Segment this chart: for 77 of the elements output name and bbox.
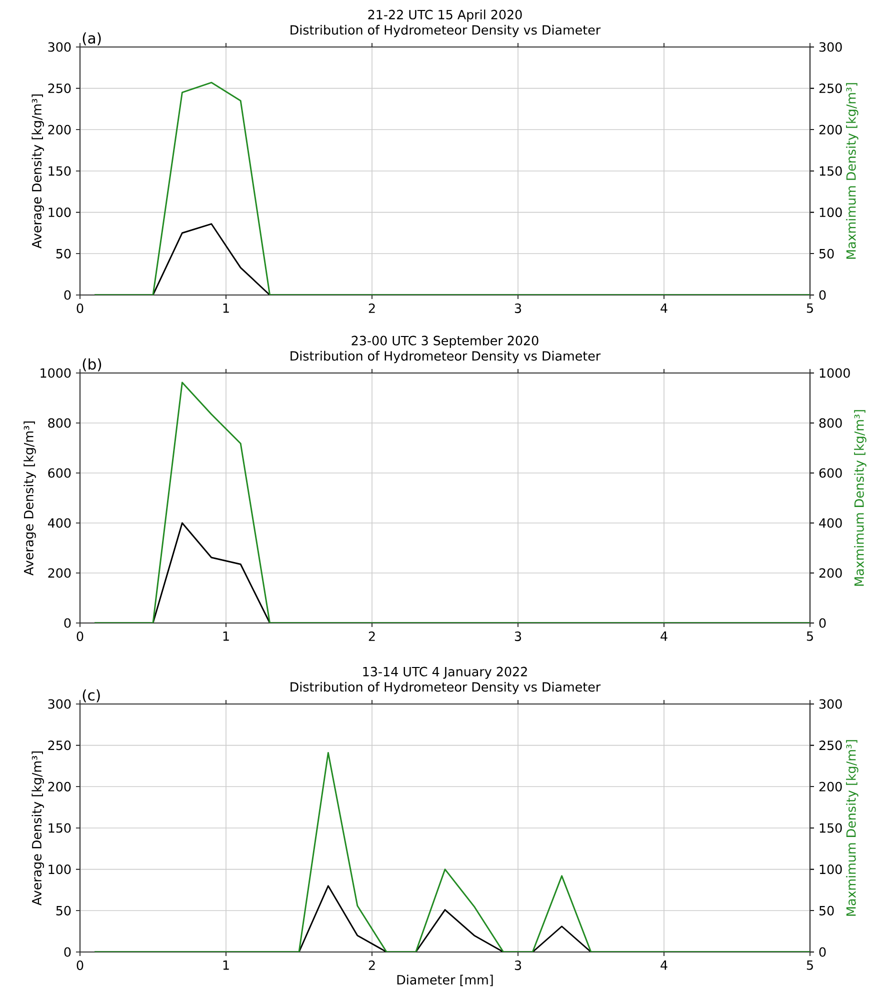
x-tick-label: 2 — [368, 960, 375, 970]
x-tick-label: 3 — [514, 960, 522, 970]
x-tick-label: 1 — [223, 631, 229, 641]
x-tick-label: 1 — [223, 303, 229, 313]
y2-tick-label: 100 — [820, 208, 842, 218]
y-tick-label: 200 — [48, 568, 71, 578]
y2-tick-label: 250 — [819, 84, 842, 94]
y-tick-label: 300 — [48, 42, 71, 52]
y2-tick-label: 0 — [819, 290, 826, 300]
x-tick-label: 4 — [660, 960, 668, 970]
x-tick-label: 4 — [660, 631, 668, 641]
chart-title: 13-14 UTC 4 January 2022 — [363, 666, 527, 679]
y2-tick-label: 150 — [820, 823, 842, 833]
y-tick-label: 250 — [48, 84, 71, 94]
y-tick-label: 600 — [48, 468, 71, 478]
text: (b) — [82, 358, 102, 372]
y-axis-title: Average Density [kg/m³] — [24, 422, 36, 576]
y-tick-label: 400 — [48, 518, 71, 528]
y2-tick-label: 150 — [820, 166, 842, 176]
y2-tick-label: 200 — [819, 568, 842, 578]
chart-title: 23-00 UTC 3 September 2020 — [352, 336, 538, 348]
y2-tick-label: 100 — [820, 864, 842, 874]
x-tick-label: 3 — [514, 631, 522, 642]
y2-axis-title: Maxmimum Density [kg/m³] — [854, 410, 866, 586]
y2-tick-label: 400 — [819, 518, 842, 528]
y-tick-label: 1000 — [40, 368, 71, 378]
x-tick-label: 3 — [514, 303, 522, 314]
y-axis-title: Average Density [kg/m³] — [32, 94, 44, 248]
text: (a) — [82, 32, 101, 46]
text: (c) — [82, 689, 100, 702]
chart-subtitle: Distribution of Hydrometeor Density vs Diameter — [290, 682, 601, 694]
x-tick-label: 2 — [368, 303, 375, 313]
y-tick-label: 200 — [48, 782, 71, 792]
y-tick-label: 300 — [48, 699, 71, 709]
line-series — [94, 752, 810, 952]
chart-title: 21-22 UTC 15 April 2020 — [368, 10, 522, 22]
x-axis-title: Diameter [mm] — [397, 974, 493, 986]
y-tick-label: 250 — [48, 740, 71, 750]
x-tick-label: 0 — [76, 631, 84, 642]
y2-axis-title: Maxmimum Density [kg/m³] — [846, 83, 858, 259]
x-tick-label: 2 — [368, 631, 375, 641]
y-tick-label: 50 — [56, 248, 71, 258]
y2-axis-title: Maxmimum Density [kg/m³] — [846, 740, 858, 916]
y2-tick-label: 200 — [819, 124, 842, 134]
x-tick-label: 0 — [76, 303, 84, 314]
y2-tick-label: 300 — [819, 42, 842, 52]
y-tick-label: 100 — [48, 208, 71, 218]
chart-subtitle: Distribution of Hydrometeor Density vs Diameter — [290, 24, 601, 38]
y-tick-label: 50 — [56, 906, 71, 916]
y-tick-label: 800 — [48, 418, 71, 428]
y2-tick-label: 600 — [819, 468, 842, 478]
y-tick-label: 0 — [64, 618, 71, 628]
y2-tick-label: 200 — [819, 782, 842, 792]
y2-tick-label: 800 — [819, 418, 842, 428]
y2-tick-label: 250 — [819, 740, 842, 750]
x-tick-label: 4 — [660, 303, 668, 313]
y-tick-label: 200 — [48, 124, 71, 134]
y-tick-label: 100 — [48, 864, 71, 874]
y2-tick-label: 1000 — [820, 368, 850, 378]
y-axis-title: Average Density [kg/m³] — [32, 752, 44, 906]
y-tick-label: 150 — [48, 823, 71, 833]
y2-tick-label: 50 — [819, 248, 834, 258]
x-tick-label: 5 — [806, 960, 813, 970]
y-tick-label: 150 — [48, 166, 71, 176]
x-tick-label: 5 — [806, 303, 813, 313]
y2-tick-label: 300 — [819, 699, 842, 709]
x-tick-label: 0 — [76, 960, 84, 970]
y2-tick-label: 0 — [819, 618, 826, 628]
y-tick-label: 0 — [64, 290, 71, 300]
line-series — [94, 382, 810, 623]
line-series — [94, 82, 810, 295]
y2-tick-label: 50 — [819, 906, 834, 916]
chart-subtitle: Distribution of Hydrometeor Density vs Diameter — [290, 350, 601, 364]
y-tick-label: 0 — [64, 947, 71, 957]
x-tick-label: 5 — [806, 631, 813, 641]
y2-tick-label: 0 — [819, 947, 826, 957]
x-tick-label: 1 — [223, 960, 229, 970]
